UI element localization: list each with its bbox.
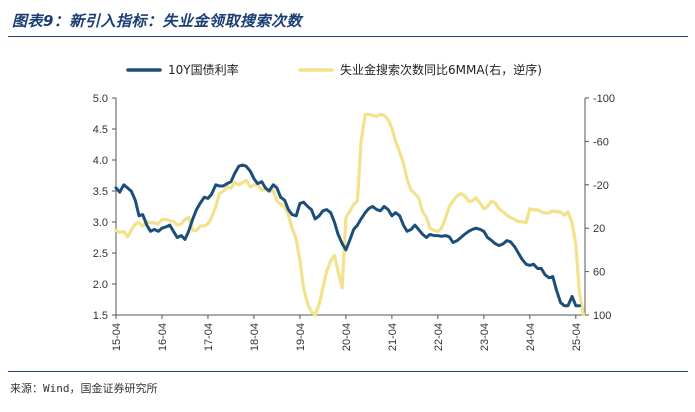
right-tick-label: 60	[593, 267, 605, 279]
title-bar: 图表9：新引入指标：失业金领取搜索次数	[8, 6, 688, 37]
x-tick-label: 17-04	[203, 323, 215, 351]
x-tick-label: 23-04	[479, 323, 491, 351]
legend-label-search: 失业金搜索次数同比6MMA(右，逆序)	[340, 62, 542, 77]
left-tick-label: 4.0	[93, 155, 108, 167]
x-tick-label: 20-04	[341, 323, 353, 351]
left-tick-label: 3.0	[93, 217, 108, 229]
x-tick-label: 22-04	[433, 323, 445, 351]
left-tick-label: 2.5	[93, 248, 108, 260]
x-tick-label: 16-04	[157, 323, 169, 351]
right-tick-label: 20	[593, 223, 605, 235]
source-note: 来源：Wind，国金证券研究所	[10, 382, 158, 395]
left-tick-label: 1.5	[93, 310, 108, 322]
series-line-search	[114, 112, 586, 317]
left-tick-label: 3.5	[93, 186, 108, 198]
legend-label-yield: 10Y国债利率	[168, 62, 239, 77]
x-tick-label: 25-04	[571, 323, 583, 351]
x-tick-label: 18-04	[249, 323, 261, 351]
footer-divider	[8, 371, 688, 372]
right-tick-label: -20	[593, 180, 609, 192]
right-tick-label: -60	[593, 136, 609, 148]
x-tick-label: 15-04	[111, 323, 123, 351]
left-tick-label: 5.0	[93, 93, 108, 105]
left-tick-label: 2.0	[93, 279, 108, 291]
right-tick-label: 100	[593, 310, 611, 322]
x-tick-label: 19-04	[295, 323, 307, 351]
left-tick-label: 4.5	[93, 124, 108, 136]
chart-title: 图表9：新引入指标：失业金领取搜索次数	[12, 12, 302, 30]
right-tick-label: -100	[593, 93, 615, 105]
x-tick-label: 24-04	[525, 323, 537, 351]
chart: 1.5 2.0 2.5 3.0 3.5 4.0 4.5 5.0 -100 -60 -20 20 60 10…	[93, 62, 615, 351]
series-line-yield	[114, 163, 581, 308]
x-tick-label: 21-04	[387, 323, 399, 351]
